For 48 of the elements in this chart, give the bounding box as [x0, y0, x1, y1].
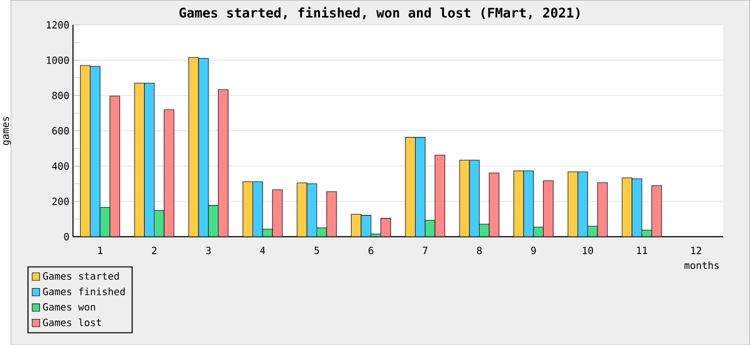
y-tick-label: 400 [52, 162, 69, 170]
x-tick-label: 8 [477, 246, 482, 254]
x-tick-label: 2 [152, 246, 156, 254]
bar [597, 182, 608, 237]
x-tick-label: 9 [531, 246, 536, 254]
y-tick-label: 200 [52, 198, 69, 205]
y-tick-label: 0 [64, 232, 69, 240]
bar [306, 183, 318, 237]
legend-label: Games started [43, 272, 119, 280]
x-tick-label: 6 [368, 246, 374, 254]
bar [651, 185, 662, 237]
bar [488, 172, 500, 237]
bar [380, 218, 391, 237]
x-tick-label: 5 [314, 246, 319, 254]
bar [110, 96, 120, 237]
bar [252, 181, 263, 237]
x-tick-label: 10 [582, 246, 593, 254]
bar [523, 170, 534, 237]
x-tick-label: 1 [98, 246, 102, 254]
bar [632, 178, 642, 237]
x-tick-label: 4 [260, 246, 266, 254]
bar [164, 109, 174, 237]
x-tick-label: 7 [422, 246, 428, 254]
legend-label: Games won [43, 303, 96, 310]
x-axis-title: months [684, 261, 719, 269]
bar [218, 89, 228, 237]
legend-label: Games lost [43, 318, 101, 326]
chart-title: Games started, finished, won and lost (FMart, 2021) [179, 6, 580, 20]
y-tick-label: 1000 [46, 56, 69, 64]
bar [578, 171, 588, 237]
bar [144, 82, 155, 237]
x-tick-label: 11 [637, 246, 648, 254]
bar [326, 191, 337, 237]
y-tick-label: 800 [52, 92, 69, 100]
x-tick-label: 12 [691, 246, 702, 254]
bar [434, 154, 446, 237]
bar [469, 160, 480, 237]
bar [198, 58, 209, 237]
bar [360, 214, 372, 237]
bar [272, 189, 283, 237]
bar [415, 136, 426, 237]
bar [90, 66, 100, 237]
bar [543, 180, 554, 237]
y-tick-label: 600 [52, 126, 69, 134]
legend-label: Games finished [43, 288, 125, 296]
x-tick-label: 3 [206, 246, 211, 254]
y-tick-label: 1200 [46, 21, 69, 28]
y-axis-title: games [3, 116, 11, 145]
